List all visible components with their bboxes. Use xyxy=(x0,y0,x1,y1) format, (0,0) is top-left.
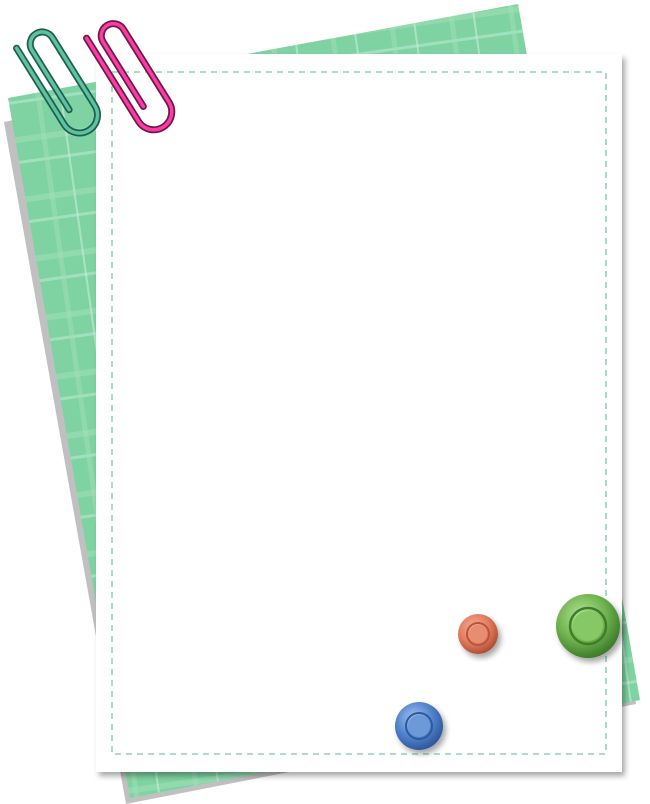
blue-push-pin-icon xyxy=(395,702,443,750)
pink-paper-clip-icon xyxy=(83,20,176,134)
note-paper xyxy=(96,54,622,772)
green-paper-clip-icon xyxy=(13,28,101,137)
orange-push-pin-icon xyxy=(458,614,498,654)
green-push-pin-icon xyxy=(556,594,620,658)
dashed-border xyxy=(111,71,607,755)
